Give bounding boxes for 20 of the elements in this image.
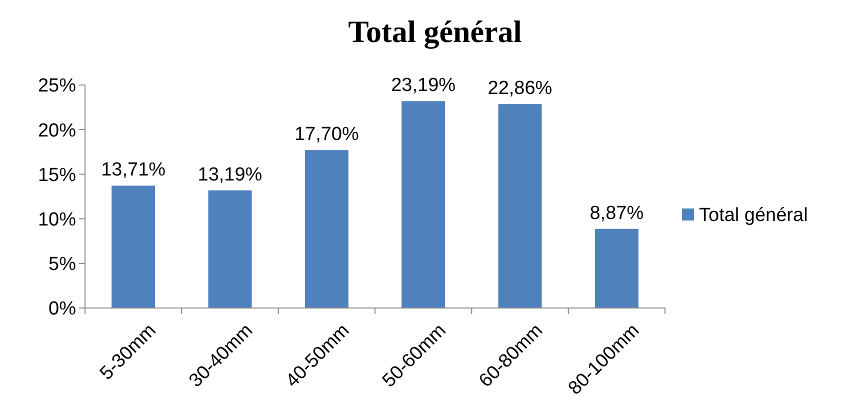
data-label: 13,71% <box>101 160 166 181</box>
bar <box>112 186 156 308</box>
y-tick-label: 0% <box>48 298 76 320</box>
y-tick-label: 15% <box>38 164 76 186</box>
data-label: 22,86% <box>488 78 552 100</box>
bar <box>498 104 542 308</box>
data-label: 8,87% <box>590 202 644 224</box>
y-tick-label: 5% <box>48 254 76 276</box>
data-label: 23,19% <box>391 75 456 96</box>
y-tick-label: 25% <box>38 76 76 97</box>
legend-label: Total général <box>699 205 808 226</box>
bar <box>402 101 446 308</box>
y-tick-label: 10% <box>38 209 76 230</box>
data-label: 17,70% <box>294 124 359 146</box>
bar <box>594 228 638 308</box>
y-tick-label: 20% <box>38 120 76 142</box>
chart-title: Total général <box>348 14 522 49</box>
data-label: 13,19% <box>198 164 262 186</box>
bar <box>304 150 348 308</box>
bar <box>208 190 252 308</box>
